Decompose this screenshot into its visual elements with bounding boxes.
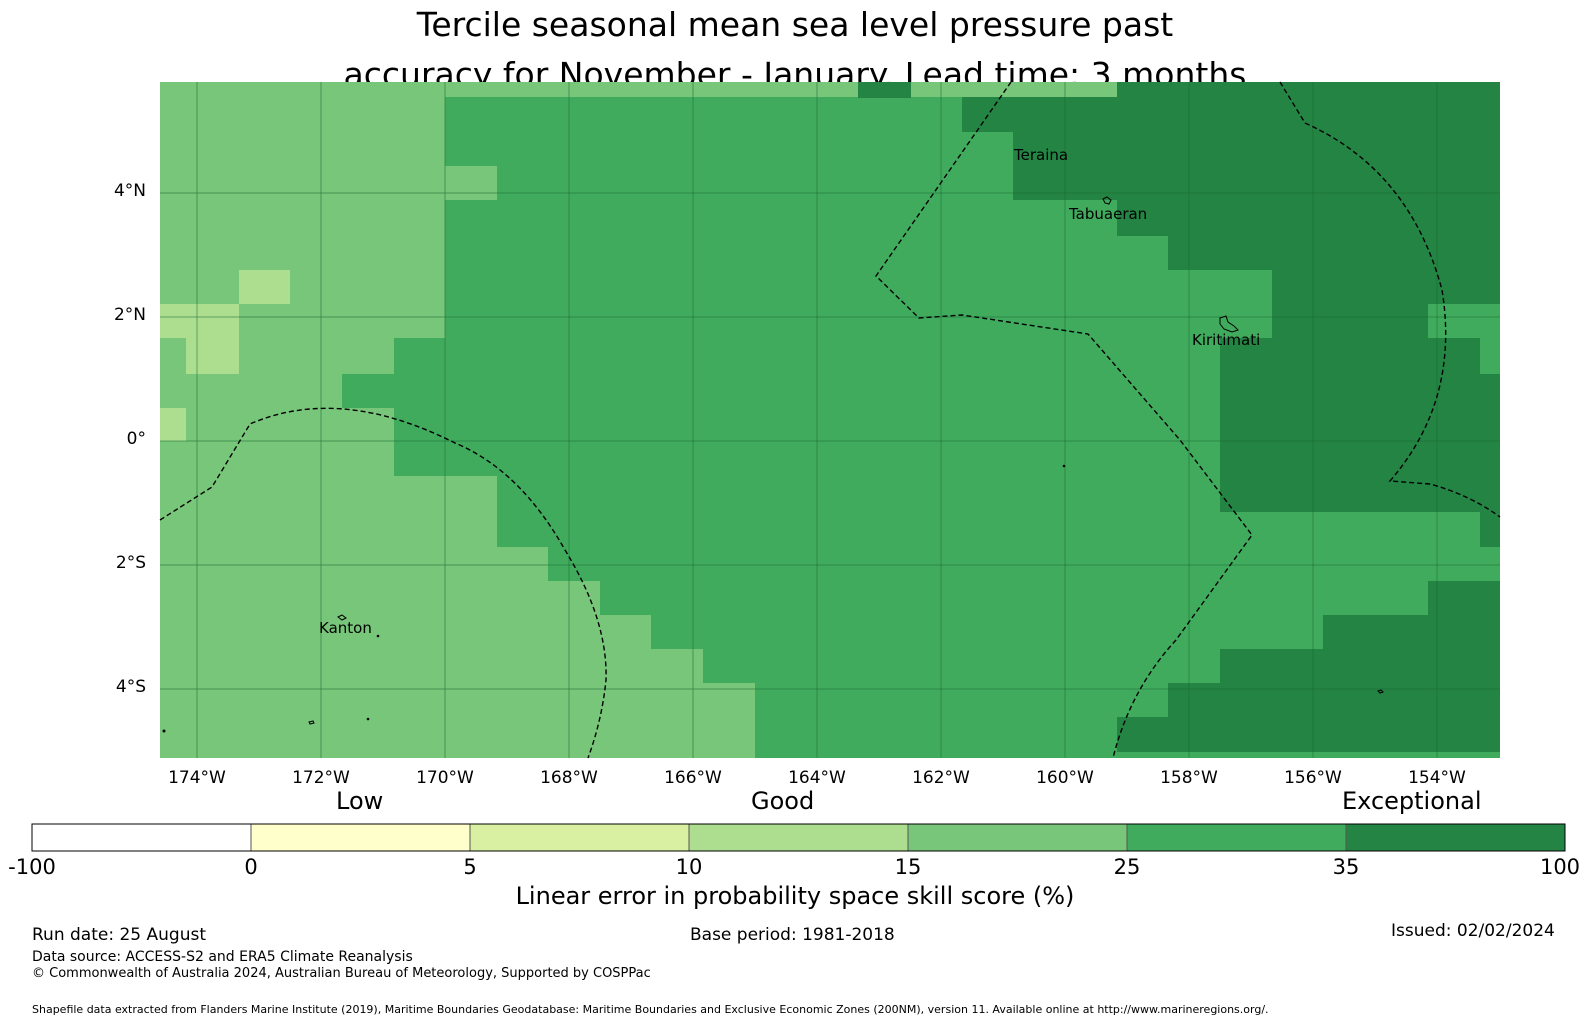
lon-tick-label: 156°W [1284, 768, 1342, 788]
colorbar-category-low: Low [336, 787, 384, 815]
lon-tick-label: 166°W [664, 768, 722, 788]
title-line-1: Tercile seasonal mean sea level pressure… [416, 5, 1174, 44]
data-source: Data source: ACCESS-S2 and ERA5 Climate … [32, 949, 413, 965]
colorbar-category-good: Good [751, 787, 815, 815]
eez-line-islands-north [875, 81, 1253, 759]
colorbar-tick-label: 10 [675, 855, 703, 879]
lon-tick-label: 170°W [416, 768, 474, 788]
colorbar-category-exceptional: Exceptional [1342, 787, 1482, 815]
skill-region-notch [445, 166, 497, 200]
tabuaeran-outline [1102, 196, 1112, 205]
lon-tick-label: 154°W [1408, 768, 1466, 788]
colorbar-segment-7 [1346, 824, 1565, 851]
colorbar-tick-label: -100 [8, 855, 56, 879]
eez-boundaries [159, 81, 1501, 759]
lat-tick-label: 0° [126, 429, 146, 449]
eez-kanton [159, 407, 607, 759]
colorbar-tick-label: 25 [1113, 855, 1141, 879]
lon-tick-label: 164°W [788, 768, 846, 788]
kanton-outline [337, 614, 347, 621]
lon-tick-label: 174°W [168, 768, 226, 788]
colorbar-tick-label: 15 [894, 855, 922, 879]
colorbar-segment-2 [251, 824, 470, 851]
lon-tick-label: 168°W [540, 768, 598, 788]
copyright-notice: © Commonwealth of Australia 2024, Austra… [32, 966, 651, 981]
colorbar-title: Linear error in probability space skill … [515, 882, 1075, 910]
place-label-teraina: Teraina [1014, 146, 1069, 164]
lat-tick-label: 2°S [115, 553, 146, 573]
colorbar [31, 823, 1566, 852]
lon-tick-label: 160°W [1036, 768, 1094, 788]
shapefile-credit: Shapefile data extracted from Flanders M… [32, 1003, 1269, 1016]
skill-patch-1 [239, 270, 290, 304]
skill-region-25-35-b [342, 338, 394, 408]
lon-tick-label: 158°W [1160, 768, 1218, 788]
islands [162, 196, 1384, 733]
skill-region-top-strip [445, 82, 600, 97]
colorbar-segment-3 [470, 824, 689, 851]
place-label-kanton: Kanton [319, 619, 372, 637]
lon-tick-label: 162°W [912, 768, 970, 788]
colorbar-segment-6 [1127, 824, 1346, 851]
skill-region-35-top [858, 82, 911, 98]
colorbar-segment-1 [32, 824, 251, 851]
colorbar-tick-label: 35 [1332, 855, 1360, 879]
lon-tick-label: 172°W [292, 768, 350, 788]
lat-tick-label: 4°N [113, 181, 146, 201]
eez-kiritimati [1279, 81, 1501, 518]
skill-patch-2 [160, 304, 239, 374]
colorbar-tick-label: 5 [463, 855, 477, 879]
graticule [160, 82, 1500, 758]
lat-tick-label: 2°N [113, 305, 146, 325]
skill-patch-3 [160, 408, 186, 441]
issued-date: Issued: 02/02/2024 [1391, 921, 1555, 941]
colorbar-segment-4 [689, 824, 908, 851]
skill-region-35-south [1117, 581, 1500, 752]
place-label-tabuaeran: Tabuaeran [1069, 205, 1148, 223]
colorbar-segment-5 [908, 824, 1127, 851]
skill-region-35-east [962, 82, 1500, 547]
map-title: Tercile seasonal mean sea level pressure… [0, 0, 1590, 100]
kiritimati-outline [1219, 315, 1239, 333]
colorbar-tick-label: 0 [244, 855, 258, 879]
run-date: Run date: 25 August [32, 925, 206, 945]
place-label-kiritimati: Kiritimati [1192, 331, 1261, 349]
base-period: Base period: 1981-2018 [690, 925, 895, 945]
lat-tick-label: 4°S [115, 677, 146, 697]
colorbar-tick-label: 100 [1539, 855, 1581, 879]
